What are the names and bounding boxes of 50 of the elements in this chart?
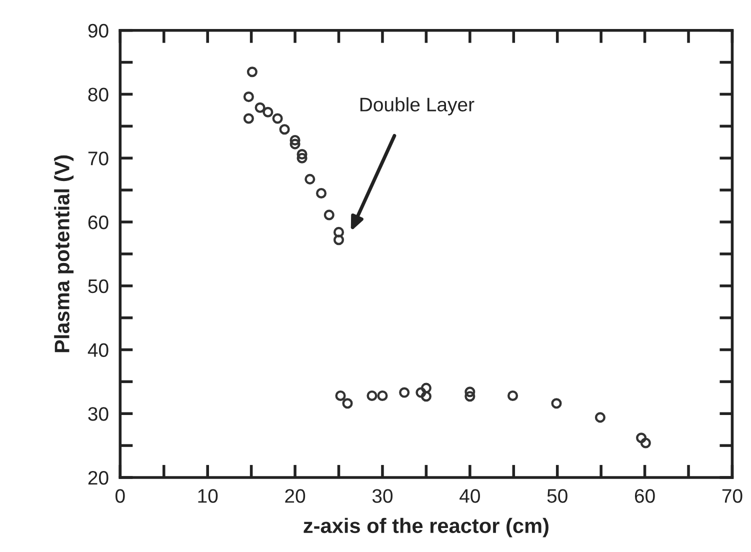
x-tick-label: 60 [634, 489, 655, 503]
y-tick-label: 20 [88, 470, 108, 485]
y-tick-label: 40 [88, 343, 108, 357]
point [262, 106, 274, 118]
x-tick-label: 0 [116, 489, 125, 503]
y-tick-label: 70 [88, 152, 108, 166]
point [316, 188, 327, 199]
y-tick-label: 60 [88, 215, 108, 230]
point [290, 134, 300, 146]
x-tick-label: 50 [547, 489, 568, 503]
x-axis-title: z-axis of the reactor (cm) [304, 518, 548, 538]
point [377, 390, 388, 401]
x-tick-label: 30 [372, 489, 393, 503]
y-tick-label: 80 [88, 88, 108, 102]
point [420, 391, 432, 402]
point [279, 124, 290, 135]
point [464, 386, 476, 398]
point [416, 387, 426, 398]
point [272, 113, 283, 124]
point [551, 398, 562, 409]
point [399, 387, 410, 398]
x-tick-label: 40 [460, 489, 480, 503]
y-tick-label: 50 [88, 279, 108, 294]
point [594, 412, 606, 423]
point [420, 382, 432, 394]
x-tick-label: 20 [285, 489, 306, 503]
x-tick-label: 70 [722, 489, 742, 503]
point [507, 390, 518, 401]
point [335, 390, 346, 401]
point [254, 102, 266, 113]
point [333, 226, 344, 238]
x-tick-label: 10 [198, 489, 218, 503]
point [243, 92, 254, 102]
point [366, 390, 378, 401]
point [243, 113, 254, 124]
point [296, 152, 308, 164]
point [296, 149, 308, 160]
y-tick-label: 90 [88, 24, 108, 38]
point [324, 210, 334, 220]
point [290, 138, 300, 150]
y-axis-title: Plasma potential (V) [54, 155, 74, 352]
annotation: Double Layer [360, 97, 474, 116]
point [246, 66, 258, 78]
point [640, 438, 651, 448]
point [636, 432, 647, 444]
y-tick-label: 30 [88, 407, 108, 421]
point [333, 234, 344, 246]
point [304, 174, 316, 184]
point [464, 391, 476, 402]
point [342, 398, 353, 409]
